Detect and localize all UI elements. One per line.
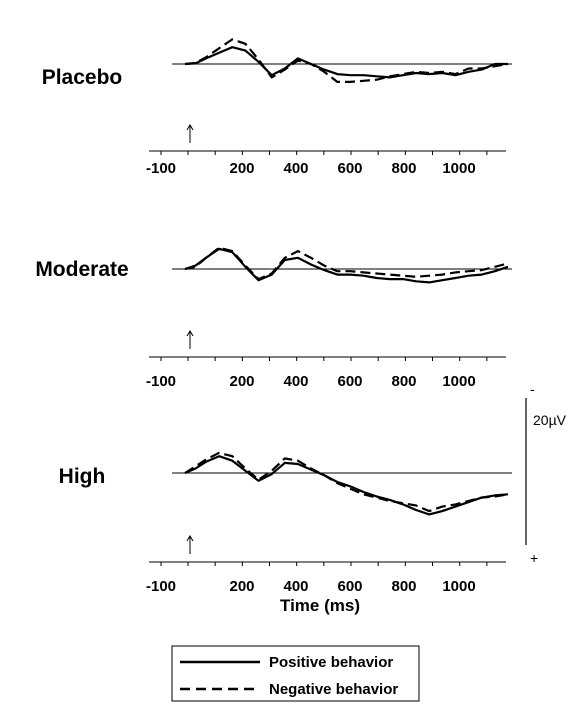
x-tick-label: 400 bbox=[283, 578, 308, 595]
x-tick-label: -100 bbox=[146, 373, 176, 390]
x-tick-label: 1000 bbox=[442, 373, 475, 390]
stimulus-arrow-head bbox=[186, 535, 194, 542]
x-tick-label: 400 bbox=[283, 160, 308, 177]
waveform-positive-behavior bbox=[184, 247, 509, 284]
x-tick-label: 200 bbox=[229, 373, 254, 390]
waveform-positive-behavior bbox=[184, 46, 508, 79]
panel-label: High bbox=[59, 465, 106, 488]
scale-bar-top-sign: - bbox=[530, 381, 535, 397]
x-tick-label: 600 bbox=[337, 373, 362, 390]
panel-placebo: Placebo -100 200 400 600 800 1000 bbox=[42, 38, 512, 177]
x-tick-label: 600 bbox=[337, 160, 362, 177]
waveform-negative-behavior bbox=[184, 38, 509, 83]
panels: Placebo -100 200 400 600 800 1000 Moderate -100 2… bbox=[35, 38, 512, 595]
waveform-negative-behavior bbox=[184, 451, 509, 513]
x-tick-label: 200 bbox=[229, 160, 254, 177]
x-tick-label: 400 bbox=[283, 373, 308, 390]
x-tick-label: 800 bbox=[391, 578, 416, 595]
panel-label: Placebo bbox=[42, 66, 123, 89]
x-axis-label: Time (ms) bbox=[280, 596, 360, 615]
waveform-positive-behavior bbox=[184, 455, 509, 516]
x-tick-label: 800 bbox=[391, 373, 416, 390]
stimulus-arrow-head bbox=[186, 124, 194, 131]
x-tick-label: -100 bbox=[146, 160, 176, 177]
scale-bar-bottom-sign: + bbox=[530, 550, 538, 566]
legend-label-negative: Negative behavior bbox=[269, 681, 398, 698]
x-tick-label: -100 bbox=[146, 578, 176, 595]
x-tick-label: 600 bbox=[337, 578, 362, 595]
x-tick-label: 200 bbox=[229, 578, 254, 595]
panel-label: Moderate bbox=[35, 258, 128, 281]
legend-box bbox=[171, 645, 420, 702]
waveform-negative-behavior bbox=[184, 246, 509, 281]
legend: Positive behavior Negative behavior bbox=[171, 645, 420, 702]
time-axis-label: Time (ms) bbox=[280, 596, 360, 615]
x-tick-label: 1000 bbox=[442, 160, 475, 177]
scale-bar: - 20µV + bbox=[525, 381, 567, 566]
legend-label-positive: Positive behavior bbox=[269, 654, 393, 671]
scale-bar-label: 20µV bbox=[533, 412, 567, 428]
panel-moderate: Moderate -100 200 400 600 800 1000 bbox=[35, 246, 512, 390]
stimulus-arrow-head bbox=[186, 330, 194, 337]
x-tick-label: 1000 bbox=[442, 578, 475, 595]
x-tick-label: 800 bbox=[391, 160, 416, 177]
panel-high: High -100 200 400 600 800 1000 bbox=[59, 451, 512, 595]
